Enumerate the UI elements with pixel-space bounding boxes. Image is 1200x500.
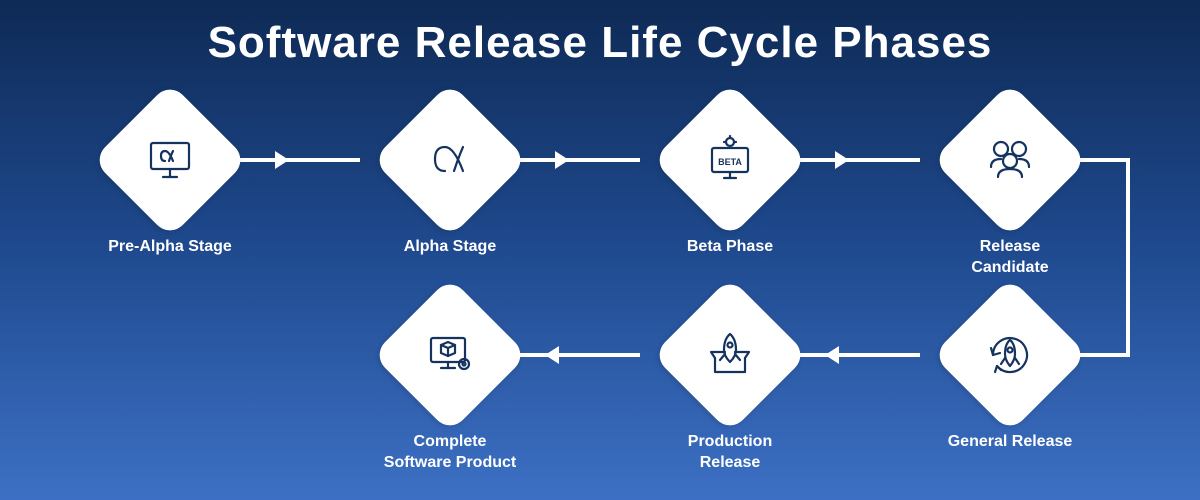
arrow-left-icon: [545, 346, 559, 364]
rocket-box-icon: [701, 326, 759, 384]
node-label: Pre-Alpha Stage: [100, 237, 240, 258]
node-label: Production Release: [660, 432, 800, 474]
monitor-alpha-icon: [143, 133, 197, 187]
node-label: Alpha Stage: [380, 237, 520, 258]
connector-rc-to-general-v: [1126, 158, 1130, 357]
alpha-symbol-icon: [421, 131, 479, 189]
beta-monitor-icon: BETA: [702, 132, 758, 188]
users-group-icon: [981, 131, 1039, 189]
node-label: Complete Software Product: [380, 432, 520, 474]
arrow-right-icon: [275, 151, 289, 169]
node-general: General Release: [940, 300, 1080, 453]
node-production: Production Release: [660, 300, 800, 474]
node-label: Release Candidate: [940, 237, 1080, 279]
package-monitor-icon: [421, 326, 479, 384]
svg-text:BETA: BETA: [718, 157, 742, 167]
arrow-right-icon: [555, 151, 569, 169]
node-label: General Release: [940, 432, 1080, 453]
flowchart-canvas: Pre-Alpha Stage Alpha Stage BETA Beta Ph…: [0, 0, 1200, 500]
node-rc: Release Candidate: [940, 105, 1080, 279]
arrow-left-icon: [825, 346, 839, 364]
node-pre-alpha: Pre-Alpha Stage: [100, 105, 240, 258]
arrow-right-icon: [835, 151, 849, 169]
rocket-cycle-icon: [981, 326, 1039, 384]
node-complete: Complete Software Product: [380, 300, 520, 474]
node-alpha: Alpha Stage: [380, 105, 520, 258]
node-beta: BETA Beta Phase: [660, 105, 800, 258]
node-label: Beta Phase: [660, 237, 800, 258]
